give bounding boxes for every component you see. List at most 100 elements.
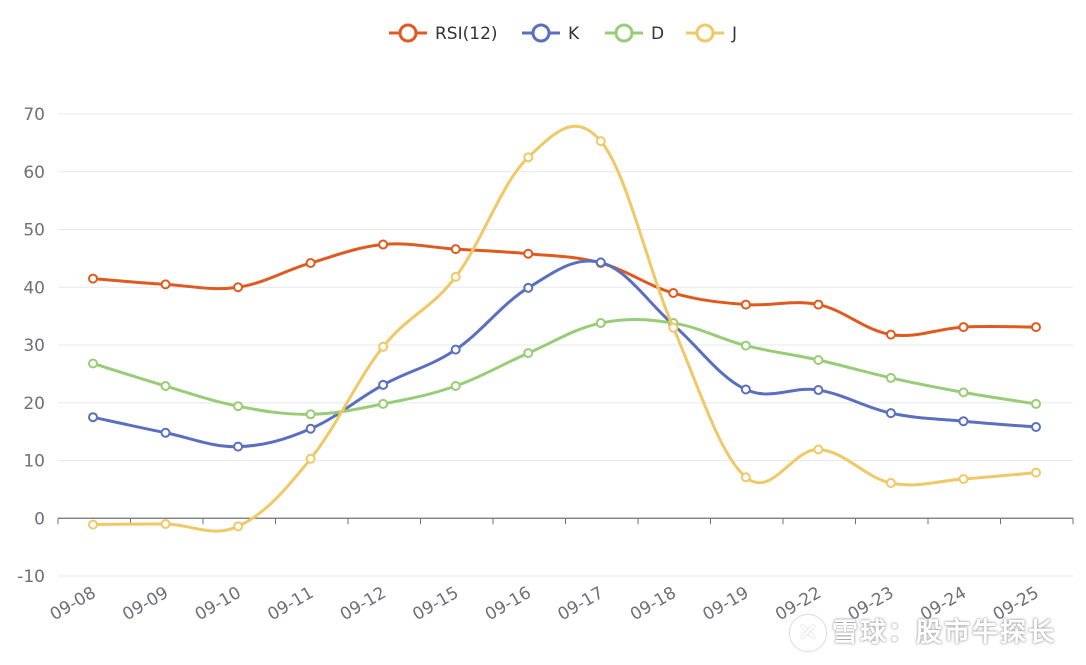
x-tick-label: 09-08 xyxy=(47,583,100,625)
series-rsi-12 xyxy=(88,239,1041,340)
legend-marker xyxy=(398,23,418,43)
data-point[interactable] xyxy=(958,322,969,333)
data-point[interactable] xyxy=(233,282,244,293)
data-point[interactable] xyxy=(813,355,824,366)
data-point[interactable] xyxy=(958,473,969,484)
x-tick-label: 09-12 xyxy=(337,583,390,625)
x-tick-label: 09-10 xyxy=(192,583,245,625)
data-point[interactable] xyxy=(740,384,751,395)
data-point[interactable] xyxy=(1031,322,1041,333)
data-point[interactable] xyxy=(523,282,534,293)
data-point[interactable] xyxy=(450,244,461,255)
legend-item[interactable]: K xyxy=(522,23,580,44)
series-line xyxy=(92,124,1037,533)
y-tick-label: 50 xyxy=(23,221,45,241)
data-point[interactable] xyxy=(88,273,98,284)
data-point[interactable] xyxy=(305,409,316,420)
data-point[interactable] xyxy=(88,412,98,423)
y-tick-label: 0 xyxy=(34,509,45,529)
watermark-text: 雪球：股市牛探长 xyxy=(831,617,1056,648)
data-point[interactable] xyxy=(1031,398,1041,409)
data-point[interactable] xyxy=(813,385,824,396)
grid-lines xyxy=(58,113,1073,577)
legend-item[interactable]: D xyxy=(605,23,664,44)
legend-marker xyxy=(695,23,715,43)
data-point[interactable] xyxy=(88,358,98,369)
x-tick-label: 09-18 xyxy=(627,583,680,625)
data-point[interactable] xyxy=(378,341,389,352)
legend-label: RSI(12) xyxy=(435,24,498,44)
x-tick-label: 09-17 xyxy=(554,583,607,625)
y-tick-label: 20 xyxy=(23,394,45,414)
data-point[interactable] xyxy=(160,519,171,530)
data-point[interactable] xyxy=(885,372,896,383)
y-tick-label: 30 xyxy=(23,336,45,356)
data-point[interactable] xyxy=(668,288,679,299)
series-k xyxy=(88,257,1041,452)
data-point[interactable] xyxy=(1031,422,1041,433)
x-tick-label: 09-11 xyxy=(264,583,317,625)
data-point[interactable] xyxy=(740,340,751,351)
data-point[interactable] xyxy=(160,279,171,290)
y-axis-tick-labels: 70 60 50 40 30 20 10 0 -10 xyxy=(17,105,45,587)
data-point[interactable] xyxy=(668,322,679,333)
data-point[interactable] xyxy=(1031,467,1041,478)
legend-marker xyxy=(614,23,634,43)
data-point[interactable] xyxy=(233,521,244,532)
data-point[interactable] xyxy=(305,453,316,464)
y-tick-label: -10 xyxy=(17,567,45,587)
data-point[interactable] xyxy=(450,344,461,355)
legend-item[interactable]: RSI(12) xyxy=(389,23,498,44)
series-line xyxy=(92,242,1037,337)
x-tick-label: 09-09 xyxy=(119,583,172,625)
y-tick-label: 70 xyxy=(23,105,45,125)
snowball-logo-icon xyxy=(789,615,826,651)
data-point[interactable] xyxy=(450,271,461,282)
data-point[interactable] xyxy=(160,427,171,438)
x-tick-label: 09-16 xyxy=(482,583,535,625)
data-point[interactable] xyxy=(450,381,461,392)
data-point[interactable] xyxy=(305,257,316,268)
data-point[interactable] xyxy=(523,248,534,259)
legend[interactable]: RSI(12) K D J xyxy=(389,23,737,44)
y-tick-label: 10 xyxy=(23,452,45,472)
data-point[interactable] xyxy=(378,239,389,250)
data-point[interactable] xyxy=(595,257,606,268)
data-point[interactable] xyxy=(88,519,98,530)
data-point[interactable] xyxy=(885,408,896,419)
legend-label: D xyxy=(651,24,664,44)
data-point[interactable] xyxy=(958,416,969,427)
data-point[interactable] xyxy=(885,329,896,340)
series-j xyxy=(88,124,1041,533)
data-point[interactable] xyxy=(740,472,751,483)
data-point[interactable] xyxy=(958,387,969,398)
y-tick-label: 40 xyxy=(23,278,45,298)
watermark: 雪球：股市牛探长 xyxy=(789,612,1056,651)
data-point[interactable] xyxy=(595,136,606,147)
data-point[interactable] xyxy=(523,152,534,163)
data-point[interactable] xyxy=(305,423,316,434)
data-point[interactable] xyxy=(885,478,896,489)
legend-label: K xyxy=(568,24,580,44)
data-point[interactable] xyxy=(233,441,244,452)
legend-item[interactable]: J xyxy=(686,23,737,44)
data-point[interactable] xyxy=(740,299,751,310)
x-axis: 09-08 09-09 09-10 09-11 09-12 09-15 09-16 09-17… xyxy=(47,517,1074,625)
data-point[interactable] xyxy=(813,444,824,455)
series-d xyxy=(88,317,1041,420)
data-point[interactable] xyxy=(813,299,824,310)
legend-marker xyxy=(531,23,551,43)
x-tick-label: 09-15 xyxy=(409,583,462,625)
legend-label: J xyxy=(731,24,737,44)
data-point[interactable] xyxy=(160,381,171,392)
series-lines xyxy=(88,124,1041,533)
data-point[interactable] xyxy=(378,379,389,390)
x-tick-label: 09-19 xyxy=(700,583,753,625)
data-point[interactable] xyxy=(523,348,534,359)
y-tick-label: 60 xyxy=(23,163,45,183)
data-point[interactable] xyxy=(378,398,389,409)
series-line xyxy=(92,259,1037,449)
data-point[interactable] xyxy=(233,401,244,412)
data-point[interactable] xyxy=(595,318,606,329)
